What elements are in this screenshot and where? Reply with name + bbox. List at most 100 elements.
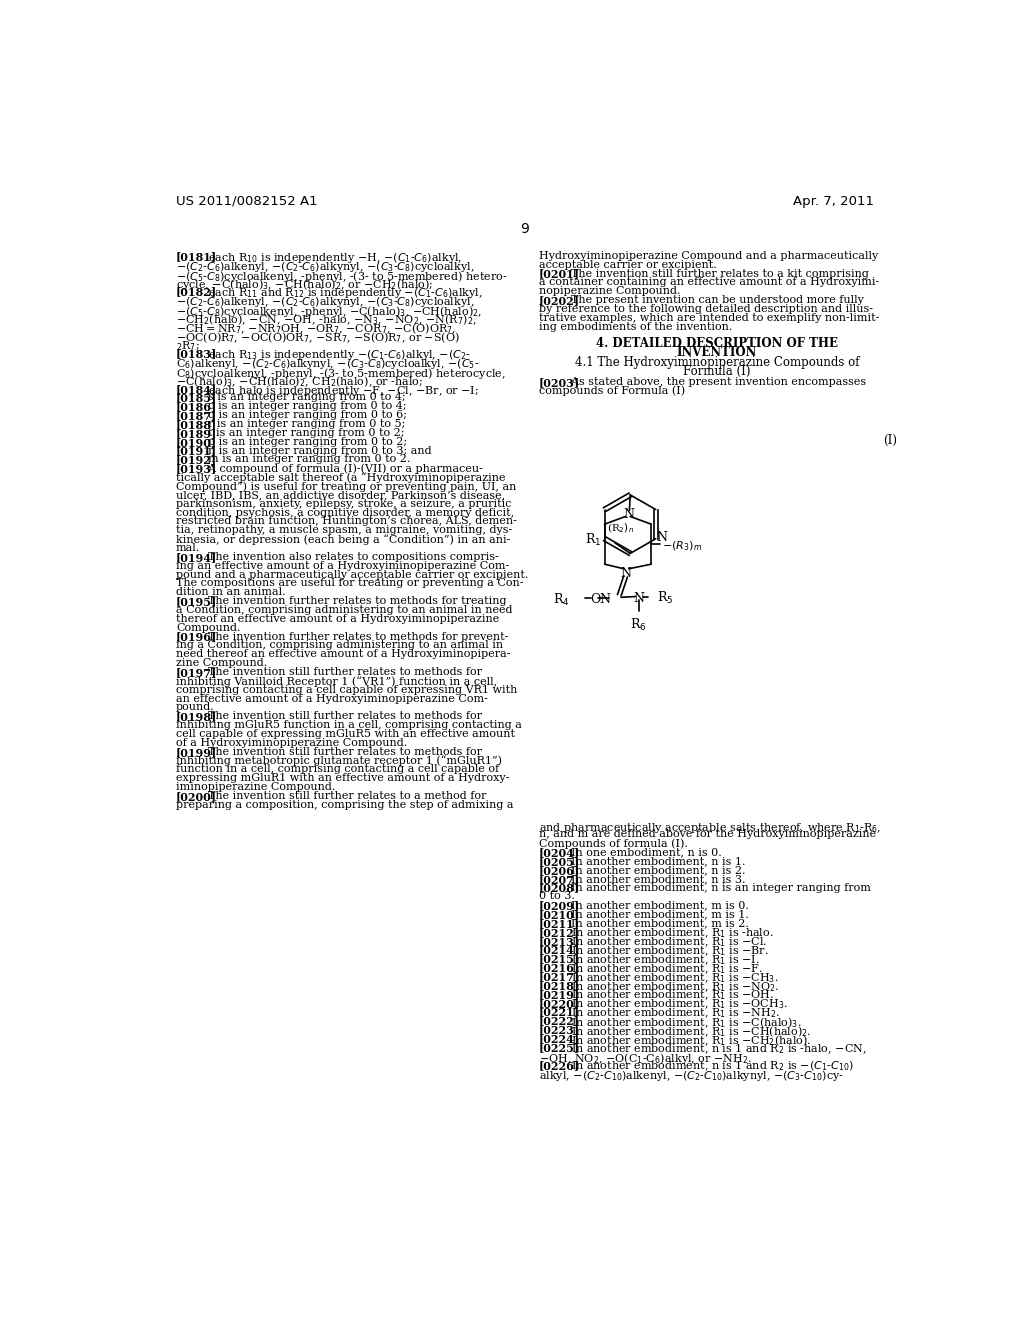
Text: R$_1$: R$_1$ (586, 532, 601, 548)
Text: inhibiting mGluR5 function in a cell, comprising contacting a: inhibiting mGluR5 function in a cell, co… (176, 721, 522, 730)
Text: [0212]: [0212] (539, 927, 580, 937)
Text: The invention still further relates to a kit comprising: The invention still further relates to a… (563, 268, 868, 279)
Text: tically acceptable salt thereof (a “Hydroxyiminopiperazine: tically acceptable salt thereof (a “Hydr… (176, 473, 506, 483)
Text: 0 to 3.: 0 to 3. (539, 891, 574, 902)
Text: [0220]: [0220] (539, 998, 580, 1008)
Text: [0213]: [0213] (539, 936, 580, 946)
Text: Compound.: Compound. (176, 623, 241, 632)
Text: In another embodiment, n is 3.: In another embodiment, n is 3. (563, 874, 745, 883)
Text: N: N (621, 566, 631, 579)
Text: A compound of formula (I)-(VII) or a pharmaceu-: A compound of formula (I)-(VII) or a pha… (201, 463, 482, 474)
Text: a container containing an effective amount of a Hydroxyimi-: a container containing an effective amou… (539, 277, 879, 288)
Text: As stated above, the present invention encompasses: As stated above, the present invention e… (563, 376, 865, 387)
Text: cell capable of expressing mGluR5 with an effective amount: cell capable of expressing mGluR5 with a… (176, 729, 515, 739)
Text: [0201]: [0201] (539, 268, 580, 280)
Text: [0183]: [0183] (176, 348, 217, 359)
Text: ing an effective amount of a Hydroxyiminopiperazine Com-: ing an effective amount of a Hydroxyimin… (176, 561, 509, 570)
Text: q is an integer ranging from 0 to 6;: q is an integer ranging from 0 to 6; (201, 411, 407, 420)
Text: R$_5$: R$_5$ (657, 590, 674, 606)
Text: o is an integer ranging from 0 to 4;: o is an integer ranging from 0 to 4; (201, 401, 407, 412)
Text: In another embodiment, n is an integer ranging from: In another embodiment, n is an integer r… (563, 883, 870, 892)
Text: In another embodiment, R$_1$ is $-$CH$_3$.: In another embodiment, R$_1$ is $-$CH$_3… (563, 972, 778, 985)
Text: ulcer, IBD, IBS, an addictive disorder, Parkinson’s disease,: ulcer, IBD, IBS, an addictive disorder, … (176, 490, 505, 500)
Text: [0190]: [0190] (176, 437, 217, 447)
Text: $-(C_2$-$C_6)$alkenyl, $-(C_2$-$C_6)$alkynyl, $-(C_3$-$C_8)$cycloalkyl,: $-(C_2$-$C_6)$alkenyl, $-(C_2$-$C_6)$alk… (176, 260, 474, 273)
Text: In another embodiment, R$_1$ is $-$NO$_2$.: In another embodiment, R$_1$ is $-$NO$_2… (563, 979, 779, 994)
Text: The invention still further relates to a method for: The invention still further relates to a… (201, 791, 486, 801)
Text: In another embodiment, R$_1$ is $-$I.: In another embodiment, R$_1$ is $-$I. (563, 953, 759, 968)
Text: $-$C(halo)$_3$, $-$CH(halo)$_2$, CH$_2$(halo), or -halo;: $-$C(halo)$_3$, $-$CH(halo)$_2$, CH$_2$(… (176, 375, 423, 389)
Text: Formula (I): Formula (I) (683, 364, 751, 378)
Text: In another embodiment, n is 1 and R$_2$ is -halo, $-$CN,: In another embodiment, n is 1 and R$_2$ … (563, 1041, 866, 1056)
Text: mal.: mal. (176, 543, 201, 553)
Text: [0223]: [0223] (539, 1024, 580, 1035)
Text: [0208]: [0208] (539, 883, 580, 894)
Text: [0198]: [0198] (176, 711, 217, 722)
Text: In another embodiment, R$_1$ is $-$NH$_2$.: In another embodiment, R$_1$ is $-$NH$_2… (563, 1007, 779, 1020)
Text: and pharmaceutically acceptable salts thereof, where R$_1$-R$_6$,: and pharmaceutically acceptable salts th… (539, 821, 881, 834)
Text: R$_6$: R$_6$ (631, 618, 647, 634)
Text: Compounds of formula (I).: Compounds of formula (I). (539, 838, 688, 849)
Text: $_2$R$_7$;: $_2$R$_7$; (176, 339, 200, 352)
Text: N: N (633, 591, 644, 605)
Text: The invention further relates to methods for prevent-: The invention further relates to methods… (201, 631, 508, 642)
Text: In another embodiment, m is 1.: In another embodiment, m is 1. (563, 909, 749, 919)
Text: a Condition, comprising administering to an animal in need: a Condition, comprising administering to… (176, 605, 513, 615)
Text: [0218]: [0218] (539, 979, 580, 991)
Text: $-$CH$=$NR$_7$, $-$NR$_7$OH, $-$OR$_7$, $-$COR$_7$, $-$C(O)OR$_7$,: $-$CH$=$NR$_7$, $-$NR$_7$OH, $-$OR$_7$, … (176, 322, 457, 337)
Text: [0189]: [0189] (176, 428, 217, 438)
Text: dition in an animal.: dition in an animal. (176, 587, 286, 597)
Text: by reference to the following detailed description and illus-: by reference to the following detailed d… (539, 304, 872, 314)
Text: In another embodiment, R$_1$ is $-$Cl.: In another embodiment, R$_1$ is $-$Cl. (563, 936, 767, 949)
Text: Compound”) is useful for treating or preventing pain, UI, an: Compound”) is useful for treating or pre… (176, 480, 516, 491)
Text: kinesia, or depression (each being a “Condition”) in an ani-: kinesia, or depression (each being a “Co… (176, 535, 510, 545)
Text: trative examples, which are intended to exemplify non-limit-: trative examples, which are intended to … (539, 313, 880, 323)
Text: [0184]: [0184] (176, 384, 217, 395)
Text: The invention still further relates to methods for: The invention still further relates to m… (201, 711, 482, 721)
Text: alkyl, $-(C_2$-$C_{10})$alkenyl, $-(C_2$-$C_{10})$alkynyl, $-(C_3$-$C_{10})$cy-: alkyl, $-(C_2$-$C_{10})$alkenyl, $-(C_2$… (539, 1069, 844, 1082)
Text: [0187]: [0187] (176, 411, 217, 421)
Text: an effective amount of a Hydroxyiminopiperazine Com-: an effective amount of a Hydroxyiminopip… (176, 693, 487, 704)
Text: (R$_2)_n$: (R$_2)_n$ (607, 521, 634, 535)
Text: [0209]: [0209] (539, 900, 580, 911)
Text: In another embodiment, m is 0.: In another embodiment, m is 0. (563, 900, 749, 911)
Text: condition, psychosis, a cognitive disorder, a memory deficit,: condition, psychosis, a cognitive disord… (176, 508, 514, 517)
Text: inhibiting Vanilloid Receptor 1 (“VR1”) function in a cell,: inhibiting Vanilloid Receptor 1 (“VR1”) … (176, 676, 498, 686)
Text: r is an integer ranging from 0 to 5;: r is an integer ranging from 0 to 5; (201, 418, 406, 429)
Text: pound.: pound. (176, 702, 215, 713)
Text: [0203]: [0203] (539, 376, 580, 388)
Text: [0188]: [0188] (176, 418, 217, 430)
Text: The present invention can be understood more fully: The present invention can be understood … (563, 296, 863, 305)
Text: [0191]: [0191] (176, 446, 217, 457)
Text: thereof an effective amount of a Hydroxyiminopiperazine: thereof an effective amount of a Hydroxy… (176, 614, 500, 624)
Text: In another embodiment, n is 1.: In another embodiment, n is 1. (563, 857, 745, 866)
Text: C$_8)$cycloalkenyl, -phenyl, -(3- to 5-membered) heterocycle,: C$_8)$cycloalkenyl, -phenyl, -(3- to 5-m… (176, 366, 506, 381)
Text: preparing a composition, comprising the step of admixing a: preparing a composition, comprising the … (176, 800, 514, 809)
Text: [0210]: [0210] (539, 909, 580, 920)
Text: In another embodiment, R$_1$ is $-$Br.: In another embodiment, R$_1$ is $-$Br. (563, 945, 768, 958)
Text: N: N (624, 508, 634, 520)
Text: In another embodiment, R$_1$ is -halo.: In another embodiment, R$_1$ is -halo. (563, 927, 773, 940)
Text: [0185]: [0185] (176, 392, 217, 404)
Text: [0193]: [0193] (176, 463, 217, 474)
Text: Apr. 7, 2011: Apr. 7, 2011 (793, 194, 873, 207)
Text: inhibiting metabotropic glutamate receptor 1 (“mGluR1”): inhibiting metabotropic glutamate recept… (176, 755, 502, 767)
Text: [0219]: [0219] (539, 989, 580, 999)
Text: each halo is independently $-$F, $-$Cl, $-$Br, or $-$I;: each halo is independently $-$F, $-$Cl, … (201, 384, 479, 397)
Text: [0194]: [0194] (176, 552, 217, 562)
Text: 4.1 The Hydroxyiminopiperazine Compounds of: 4.1 The Hydroxyiminopiperazine Compounds… (574, 356, 859, 368)
Text: In another embodiment, R$_1$ is $-$C(halo)$_3$.: In another embodiment, R$_1$ is $-$C(hal… (563, 1015, 801, 1030)
Text: [0207]: [0207] (539, 874, 580, 884)
Text: tia, retinopathy, a muscle spasm, a migraine, vomiting, dys-: tia, retinopathy, a muscle spasm, a migr… (176, 525, 512, 536)
Text: compounds of Formula (I): compounds of Formula (I) (539, 385, 685, 396)
Text: N: N (600, 593, 611, 606)
Text: ing a Condition, comprising administering to an animal in: ing a Condition, comprising administerin… (176, 640, 503, 651)
Text: n, and m are defined above for the Hydroxyiminopiperazine: n, and m are defined above for the Hydro… (539, 829, 876, 840)
Text: $-(C_5$-$C_8)$cycloalkenyl, -phenyl, -(3- to 5-membered) hetero-: $-(C_5$-$C_8)$cycloalkenyl, -phenyl, -(3… (176, 268, 508, 284)
Text: [0205]: [0205] (539, 857, 580, 867)
Text: In another embodiment, m is 2.: In another embodiment, m is 2. (563, 917, 749, 928)
Text: pound and a pharmaceutically acceptable carrier or excipient.: pound and a pharmaceutically acceptable … (176, 570, 528, 579)
Text: Hydroxyiminopiperazine Compound and a pharmaceutically: Hydroxyiminopiperazine Compound and a ph… (539, 251, 878, 261)
Text: In another embodiment, R$_1$ is $-$CH(halo)$_2$.: In another embodiment, R$_1$ is $-$CH(ha… (563, 1024, 811, 1039)
Text: [0222]: [0222] (539, 1015, 580, 1027)
